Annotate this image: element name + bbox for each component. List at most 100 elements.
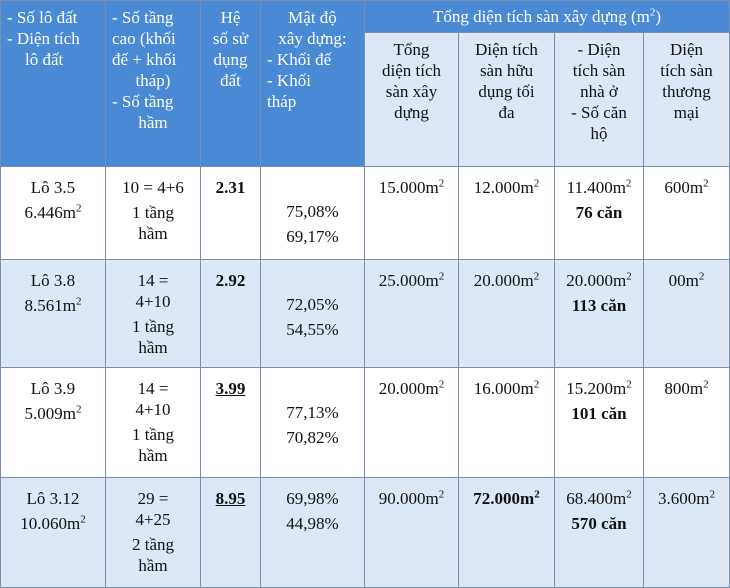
lot-area: 8.561m2	[7, 291, 99, 316]
residential-area-value: 11.400m	[566, 178, 626, 197]
unit-count: 570 căn	[571, 514, 627, 533]
cell-floors: 29 = 4+25 2 tầng hầm	[105, 477, 201, 588]
basement-line: hầm	[138, 224, 168, 243]
header-line: số sử	[212, 29, 249, 48]
header-line: đế + khối	[112, 50, 177, 69]
superscript: 2	[533, 270, 540, 283]
header-line: dụng tối	[478, 82, 535, 101]
cell-density: 77,13% 70,82%	[260, 367, 365, 478]
header-group-title: Tổng diện tích sàn xây dựng (m	[432, 7, 650, 26]
header-commercial-area: Diện tích sàn thương mại	[643, 32, 730, 167]
cell-residential: 15.200m2 101 căn	[554, 367, 644, 478]
header-line: hộ	[590, 124, 608, 143]
residential-area: 11.400m2	[561, 177, 637, 198]
superscript: 2	[438, 378, 445, 391]
header-total-area: Tổng diện tích sàn xây dựng	[364, 32, 459, 167]
superscript: 2	[626, 378, 632, 391]
cell-total-area: 25.000m2	[364, 259, 459, 368]
lot-area-value: 5.009m	[24, 404, 76, 423]
superscript: 2	[709, 488, 715, 501]
far-value: 8.95	[215, 489, 246, 508]
header-line: hầm	[138, 113, 168, 132]
density-tower: 54,55%	[286, 320, 339, 339]
cell-floors: 14 = 4+10 1 tầng hầm	[105, 367, 201, 478]
cell-total-area: 90.000m2	[364, 477, 459, 588]
header-line: - Diện tích	[7, 29, 80, 48]
cell-far: 2.31	[200, 166, 261, 260]
floor-count: 4+10	[135, 400, 171, 419]
cell-far: 8.95	[200, 477, 261, 588]
header-total-floor-area-group: Tổng diện tích sàn xây dựng (m2)	[364, 0, 730, 33]
header-line: tích sàn	[572, 61, 626, 80]
usable-area-value: 20.000m	[473, 271, 534, 290]
cell-usable-area: 12.000m2	[458, 166, 555, 260]
basement-line: 2 tầng	[131, 535, 175, 554]
header-line: Diện tích	[475, 40, 538, 59]
table-row: Lô 3.5 6.446m2 10 = 4+6 1 tầng hầm 2.31 …	[0, 166, 730, 260]
header-land-use-ratio: Hệ số sử dụng đất	[200, 0, 261, 167]
header-line: - Khối đế	[267, 50, 332, 69]
floor-count: 10 = 4+6	[122, 178, 184, 197]
superscript: 2	[438, 270, 445, 283]
residential-area-value: 68.400m	[566, 489, 627, 508]
density-base: 75,08%	[286, 202, 339, 221]
commercial-area-value: 00m	[668, 271, 699, 290]
total-area-value: 25.000m	[378, 271, 439, 290]
header-line: đa	[498, 103, 515, 122]
lot-area-value: 8.561m	[24, 296, 76, 315]
usable-area-value: 12.000m	[473, 178, 534, 197]
header-line: - Số lô đất	[7, 8, 78, 27]
floor-count: 14 =	[137, 379, 169, 398]
header-line: Hệ	[220, 8, 241, 27]
superscript: 2	[533, 177, 540, 190]
cell-far: 2.92	[200, 259, 261, 368]
total-area-value: 15.000m	[378, 178, 439, 197]
header-usable-area: Diện tích sàn hữu dụng tối đa	[458, 32, 555, 167]
cell-lot: Lô 3.5 6.446m2	[0, 166, 106, 260]
cell-commercial: 3.600m2	[643, 477, 730, 588]
unit-count: 113 căn	[571, 296, 627, 315]
cell-residential: 68.400m2 570 căn	[554, 477, 644, 588]
cell-usable-area: 20.000m2	[458, 259, 555, 368]
cell-density: 72,05% 54,55%	[260, 259, 365, 368]
header-group-title-end: )	[655, 7, 662, 26]
floor-count: 14 =	[137, 271, 169, 290]
basement-line: 1 tầng	[131, 317, 175, 336]
cell-density: 75,08% 69,17%	[260, 166, 365, 260]
cell-floors: 10 = 4+6 1 tầng hầm	[105, 166, 201, 260]
superscript: 2	[75, 403, 82, 416]
far-value: 2.31	[215, 178, 246, 197]
cell-floors: 14 = 4+10 1 tầng hầm	[105, 259, 201, 368]
header-line: Mật độ	[288, 8, 337, 27]
floor-count: 4+10	[135, 292, 171, 311]
header-line: mại	[673, 103, 700, 122]
cell-far: 3.99	[200, 367, 261, 478]
density-base: 77,13%	[286, 403, 339, 422]
superscript: 2	[649, 6, 656, 19]
residential-area: 68.400m2	[561, 488, 637, 509]
far-value: 2.92	[215, 271, 246, 290]
superscript: 2	[438, 488, 445, 501]
table-row: Lô 3.8 8.561m2 14 = 4+10 1 tầng hầm 2.92…	[0, 259, 730, 368]
header-floors: - Số tầng cao (khối đế + khối tháp) - Số…	[105, 0, 201, 167]
superscript: 2	[703, 378, 709, 391]
header-line: nhà ở	[580, 82, 618, 101]
header-line: lô đất	[25, 50, 64, 69]
floor-count: 29 =	[137, 489, 169, 508]
header-lot-area: - Số lô đất - Diện tích lô đất	[0, 0, 106, 167]
density-tower: 70,82%	[286, 428, 339, 447]
cell-residential: 20.000m2 113 căn	[554, 259, 644, 368]
total-area-value: 20.000m	[378, 379, 439, 398]
far-value: 3.99	[215, 379, 246, 398]
header-line: tích sàn	[660, 61, 713, 80]
density-tower: 69,17%	[286, 227, 339, 246]
header-line: tháp	[267, 92, 297, 111]
commercial-area-value: 800m	[664, 379, 704, 398]
cell-total-area: 20.000m2	[364, 367, 459, 478]
basement-line: hầm	[138, 338, 168, 357]
cell-usable-area: 72.000m2	[458, 477, 555, 588]
unit-count: 76 căn	[575, 203, 623, 222]
density-base: 69,98%	[286, 489, 339, 508]
header-line: diện tích	[381, 61, 441, 80]
